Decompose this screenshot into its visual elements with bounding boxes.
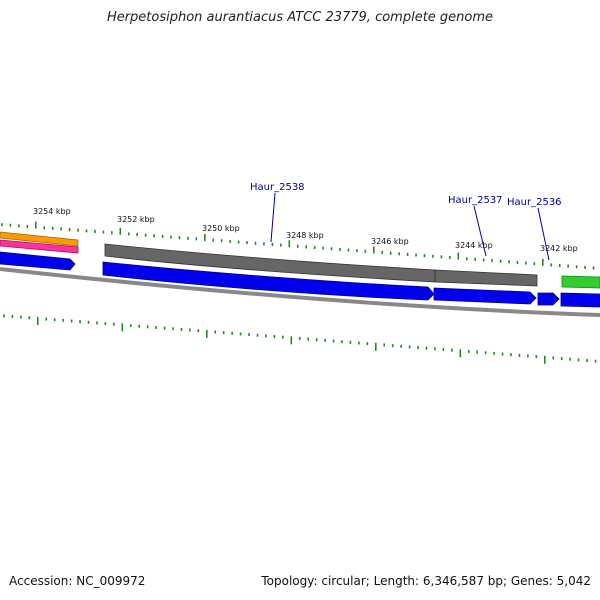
gene-label[interactable]: Haur_2536 xyxy=(507,197,562,208)
pink-feature[interactable] xyxy=(0,239,79,254)
scale-labels: 3254 kbp 3252 kbp 3250 kbp 3248 kbp 3246 kbp… xyxy=(33,207,578,253)
gene-labels: Haur_2538 Haur_2537 Haur_2536 xyxy=(250,182,562,261)
scale-ticks-lower xyxy=(3,314,597,364)
map-title: Herpetosiphon aurantiacus ATCC 23779, co… xyxy=(106,10,494,25)
gene-leader-line xyxy=(537,207,550,261)
blue-feature-short[interactable] xyxy=(433,287,537,305)
blue-feature-long[interactable] xyxy=(102,261,435,301)
scale-label: 3244 kbp xyxy=(455,241,493,250)
scale-label: 3254 kbp xyxy=(33,207,71,216)
scale-label: 3252 kbp xyxy=(117,215,155,224)
topology-summary: Topology: circular; Length: 6,346,587 bp… xyxy=(261,574,591,588)
gene-label[interactable]: Haur_2537 xyxy=(448,195,503,206)
orange-feature[interactable] xyxy=(0,231,79,247)
scale-label: 3246 kbp xyxy=(371,237,409,246)
blue-feature-small[interactable] xyxy=(537,292,560,306)
green-feature[interactable] xyxy=(561,275,600,289)
gene-leader-line xyxy=(473,205,487,257)
gene-label[interactable]: Haur_2538 xyxy=(250,182,305,193)
blue-feature-left[interactable] xyxy=(0,251,76,271)
backbone-ring xyxy=(0,267,600,317)
haur-2537-gene-bar[interactable] xyxy=(434,269,538,287)
scale-ticks-upper xyxy=(1,221,595,270)
scale-label: 3250 kbp xyxy=(202,224,240,233)
blue-feature-right[interactable] xyxy=(560,292,600,308)
scale-label: 3248 kbp xyxy=(286,231,324,240)
gene-leader-line xyxy=(270,192,276,243)
scale-label: 3242 kbp xyxy=(540,244,578,253)
accession-label: Accession: NC_009972 xyxy=(9,574,146,588)
